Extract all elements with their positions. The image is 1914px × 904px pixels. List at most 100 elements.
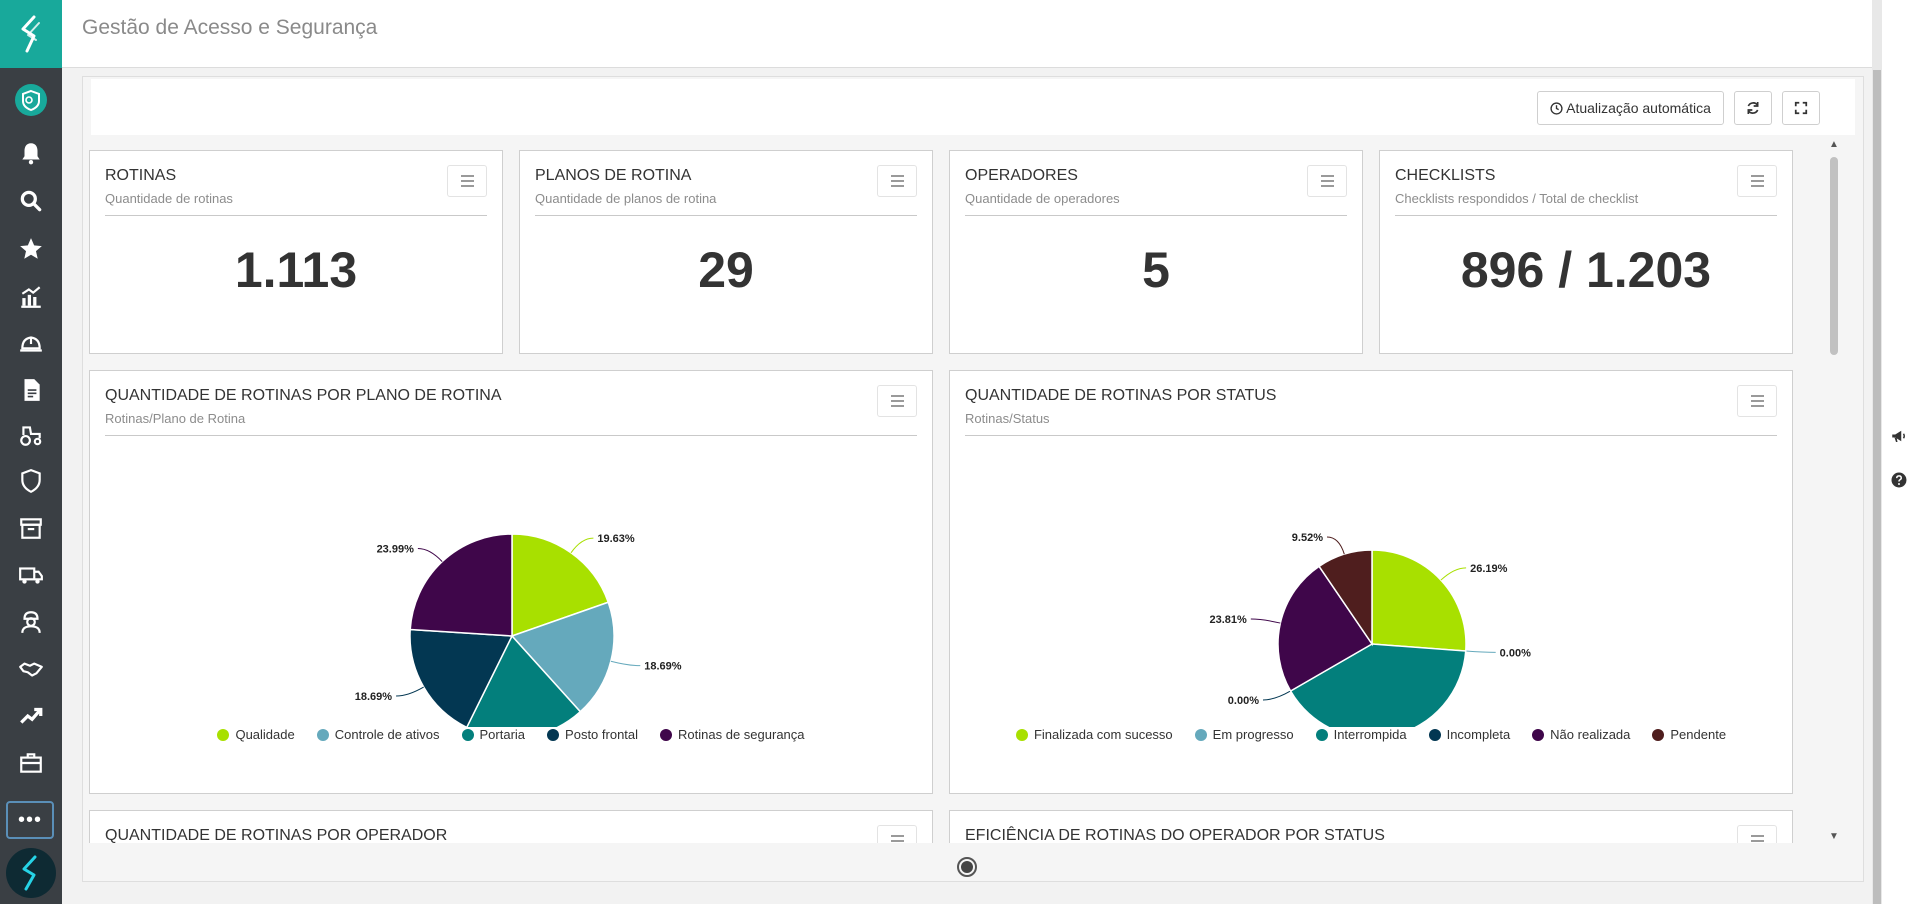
pie-slice[interactable] bbox=[1371, 549, 1467, 652]
pie-slice[interactable] bbox=[510, 601, 615, 713]
card-menu-button[interactable] bbox=[877, 165, 917, 197]
card-menu-button[interactable] bbox=[1737, 165, 1777, 197]
kpi-card-operadores: OPERADORES Quantidade de operadores 5 bbox=[949, 150, 1363, 354]
pie-connector bbox=[1326, 536, 1345, 555]
pie-connector bbox=[570, 537, 594, 554]
chart-card-eficiencia: EFICIÊNCIA DE ROTINAS DO OPERADOR POR ST… bbox=[949, 810, 1793, 843]
pie-connector bbox=[1440, 567, 1467, 581]
legend-swatch bbox=[660, 728, 673, 741]
pie-slice[interactable] bbox=[1318, 549, 1373, 647]
brand-icon[interactable] bbox=[6, 848, 56, 898]
card-menu-button[interactable] bbox=[447, 165, 487, 197]
pie-slice[interactable] bbox=[1289, 643, 1467, 727]
page-scrollbar[interactable] bbox=[1872, 0, 1882, 904]
pie-slice[interactable] bbox=[1277, 565, 1374, 693]
pie-data-label: 9.52% bbox=[1292, 532, 1323, 544]
helmet-icon[interactable] bbox=[0, 324, 62, 364]
briefcase-icon[interactable] bbox=[0, 743, 62, 783]
pie-chart-plano: 19.63%18.69%19.00%18.69%23.99% bbox=[355, 533, 682, 727]
legend-label: Interrompida bbox=[1333, 727, 1407, 742]
pie-slice[interactable] bbox=[409, 628, 514, 727]
legend-item[interactable]: Posto frontal bbox=[547, 727, 638, 742]
legend-item[interactable]: Portaria bbox=[461, 727, 526, 742]
legend-item[interactable]: Em progresso bbox=[1194, 727, 1294, 742]
scroll-up-icon[interactable]: ▲ bbox=[1829, 139, 1839, 150]
legend-item[interactable]: Não realizada bbox=[1532, 727, 1630, 742]
megaphone-icon[interactable] bbox=[1888, 425, 1910, 447]
card-menu-button[interactable] bbox=[877, 825, 917, 843]
chart-card-plano: QUANTIDADE DE ROTINAS POR PLANO DE ROTIN… bbox=[89, 370, 933, 794]
card-divider bbox=[535, 215, 917, 216]
truck-icon[interactable] bbox=[0, 555, 62, 595]
refresh-icon bbox=[1747, 102, 1759, 114]
card-divider bbox=[105, 435, 917, 436]
kpi-card-checklists: CHECKLISTS Checklists respondidos / Tota… bbox=[1379, 150, 1793, 354]
card-subtitle: Quantidade de planos de rotina bbox=[535, 191, 717, 206]
bell-icon[interactable] bbox=[0, 133, 62, 173]
legend-item[interactable]: Rotinas de segurança bbox=[660, 727, 805, 742]
kpi-value: 896 / 1.203 bbox=[1460, 242, 1712, 298]
card-divider bbox=[965, 435, 1777, 436]
worker-icon[interactable] bbox=[0, 602, 62, 642]
card-title: PLANOS DE ROTINA bbox=[535, 167, 692, 184]
pie-data-label: 19.63% bbox=[597, 533, 635, 545]
chart-card-status: QUANTIDADE DE ROTINAS POR STATUS Rotinas… bbox=[949, 370, 1793, 794]
legend-item[interactable]: Finalizada com sucesso bbox=[1015, 727, 1173, 742]
auto-update-button[interactable]: Atualização automática bbox=[1537, 91, 1724, 125]
pie-slice[interactable] bbox=[466, 634, 582, 727]
more-icon[interactable]: ••• bbox=[6, 801, 54, 839]
legend-label: Rotinas de segurança bbox=[678, 727, 805, 742]
legend-label: Pendente bbox=[1670, 727, 1727, 742]
chart-icon[interactable] bbox=[0, 277, 62, 317]
archive-icon[interactable] bbox=[0, 508, 62, 548]
shield-icon[interactable] bbox=[0, 461, 62, 501]
legend-label: Não realizada bbox=[1550, 727, 1631, 742]
dashboard-toolbar: Atualização automática bbox=[91, 79, 1855, 135]
legend-item[interactable]: Incompleta bbox=[1428, 727, 1510, 742]
search-icon[interactable] bbox=[0, 181, 62, 221]
legend-label: Portaria bbox=[479, 727, 526, 742]
page-scrollbar-thumb[interactable] bbox=[1873, 70, 1881, 904]
handshake-icon[interactable] bbox=[0, 649, 62, 689]
fullscreen-button[interactable] bbox=[1782, 91, 1820, 125]
document-icon[interactable] bbox=[0, 370, 62, 410]
legend-item[interactable]: Controle de ativos bbox=[316, 727, 440, 742]
tractor-icon[interactable] bbox=[0, 415, 62, 455]
page-indicator[interactable] bbox=[957, 857, 977, 877]
card-menu-button[interactable] bbox=[877, 385, 917, 417]
kpi-card-rotinas: ROTINAS Quantidade de rotinas 1.113 bbox=[89, 150, 503, 354]
card-subtitle: Quantidade de rotinas bbox=[105, 191, 233, 206]
legend-swatch bbox=[1428, 728, 1441, 741]
legend-swatch bbox=[316, 728, 329, 741]
auto-update-label: Atualização automática bbox=[1566, 100, 1711, 116]
legend-label: Em progresso bbox=[1212, 727, 1294, 742]
pie-connector bbox=[396, 686, 424, 697]
pie-slice[interactable] bbox=[409, 533, 513, 637]
refresh-button[interactable] bbox=[1734, 91, 1772, 125]
card-menu-button[interactable] bbox=[1307, 165, 1347, 197]
legend-swatch bbox=[1194, 728, 1207, 741]
legend-item[interactable]: Pendente bbox=[1652, 727, 1726, 742]
logo-icon[interactable] bbox=[0, 0, 62, 68]
dashboard-scrollbar-thumb[interactable] bbox=[1830, 157, 1838, 355]
card-menu-button[interactable] bbox=[1737, 385, 1777, 417]
chart-legend: Finalizada com sucesso Em progresso Interr… bbox=[950, 727, 1792, 742]
pie-data-label: 18.69% bbox=[355, 691, 393, 703]
module-icon[interactable] bbox=[0, 80, 62, 120]
kpi-value: 29 bbox=[698, 242, 754, 298]
star-icon[interactable] bbox=[0, 229, 62, 269]
scroll-down-icon[interactable]: ▼ bbox=[1829, 831, 1839, 842]
legend-item[interactable]: Interrompida bbox=[1315, 727, 1407, 742]
card-divider bbox=[105, 215, 487, 216]
trending-up-icon[interactable] bbox=[0, 696, 62, 736]
kpi-value: 1.113 bbox=[234, 242, 358, 298]
pie-connector bbox=[610, 660, 641, 667]
help-icon[interactable] bbox=[1888, 469, 1910, 491]
card-menu-button[interactable] bbox=[1737, 825, 1777, 843]
clock-icon bbox=[1550, 101, 1563, 115]
dashboard-scrollbar[interactable]: ▲ ▼ bbox=[1828, 139, 1840, 843]
legend-swatch bbox=[461, 728, 474, 741]
card-title: QUANTIDADE DE ROTINAS POR PLANO DE ROTIN… bbox=[105, 387, 502, 404]
chart-legend: Qualidade Controle de ativos Portaria Posto… bbox=[90, 727, 932, 742]
legend-item[interactable]: Qualidade bbox=[217, 727, 295, 742]
